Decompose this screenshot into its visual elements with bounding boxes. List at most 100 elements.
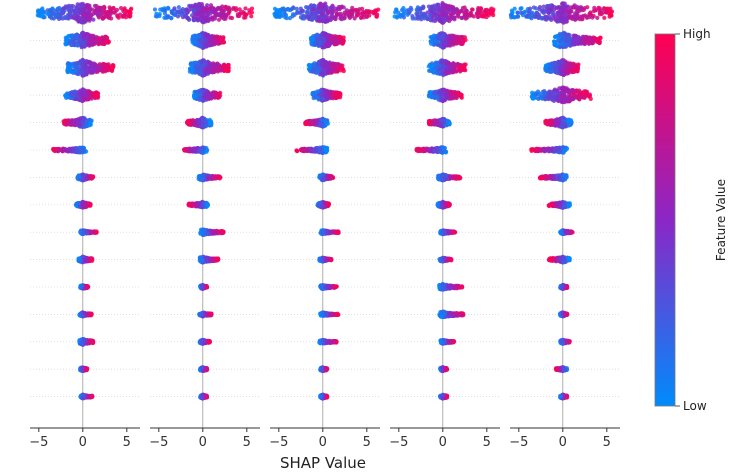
shap-dot	[76, 256, 81, 261]
shap-dot	[206, 94, 211, 99]
shap-dot	[59, 148, 64, 153]
shap-dot	[82, 173, 87, 178]
shap-dot	[87, 16, 92, 22]
shap-dot	[85, 312, 91, 317]
shap-dot	[111, 6, 116, 11]
shap-dot	[157, 13, 162, 19]
shap-dot	[122, 6, 127, 11]
shap-dot	[106, 40, 111, 45]
shap-dot	[193, 70, 198, 75]
shap-dot	[192, 7, 197, 12]
shap-dot	[191, 201, 196, 206]
shap-dot	[204, 285, 209, 290]
shap-dot	[219, 7, 224, 12]
shap-dot	[197, 71, 202, 77]
shap-dot	[74, 33, 79, 38]
shap-dot	[184, 147, 189, 153]
shap-dot	[214, 174, 220, 179]
shap-dot	[249, 14, 254, 19]
panel-1-dots	[35, 1, 134, 401]
shap-dot	[91, 17, 96, 22]
shap-dot	[65, 148, 70, 153]
panels-group: −5 0 5 −5 0 5 −5 0 5 −5 0 5 −5 0 5	[29, 1, 620, 450]
shap-dot	[80, 146, 85, 151]
shap-dot	[80, 395, 85, 401]
shap-dot	[65, 34, 70, 40]
shap-dot	[205, 90, 210, 95]
shap-dot	[207, 121, 212, 126]
shap-dot	[187, 202, 192, 207]
shap-dot	[78, 285, 84, 290]
shap-dot	[200, 395, 205, 400]
shap-dot	[90, 230, 95, 235]
x-tick-label: 5	[243, 435, 251, 450]
shap-dot	[82, 124, 87, 129]
shap-dot	[201, 12, 206, 18]
shap-dot	[207, 340, 212, 345]
shap-dot	[233, 6, 239, 11]
panel-2: −5 0 5	[149, 1, 260, 450]
shap-dot	[73, 12, 78, 17]
shap-dot	[65, 15, 71, 21]
shap-dot	[79, 59, 84, 64]
shap-dot	[76, 71, 81, 77]
shap-dot	[107, 5, 112, 10]
shap-dot	[91, 67, 97, 72]
x-tick-label: 5	[123, 435, 131, 450]
shap-dot	[80, 366, 85, 371]
shap-dot	[89, 12, 94, 17]
shap-dot	[237, 7, 242, 12]
shap-dot	[191, 18, 196, 23]
shap-dot	[152, 7, 158, 12]
shap-dot	[68, 69, 73, 75]
shap-dot	[197, 118, 202, 123]
shap-dot	[66, 61, 71, 66]
shap-dot	[63, 41, 68, 46]
shap-dot	[215, 91, 220, 97]
shap-dot	[188, 4, 193, 9]
shap-dot	[222, 16, 227, 21]
shap-dot	[216, 17, 222, 22]
shap-dot	[79, 3, 85, 9]
shap-dot	[198, 67, 203, 73]
shap-dot	[171, 11, 176, 16]
shap-dot	[206, 176, 211, 181]
shap-dot	[200, 283, 205, 288]
shap-dot	[183, 13, 188, 18]
shap-dot	[76, 67, 81, 72]
shap-dot	[86, 90, 92, 96]
shap-dot	[199, 365, 204, 370]
shap-dot	[185, 10, 190, 15]
shap-dot	[88, 122, 93, 127]
shap-dot	[198, 258, 204, 263]
shap-dot	[201, 145, 206, 151]
shap-dot	[74, 146, 79, 151]
panel-2-dots	[152, 1, 255, 401]
shap-dot	[193, 146, 198, 151]
shap-dot	[209, 257, 214, 262]
shap-dot	[198, 92, 203, 97]
shap-dot	[101, 62, 107, 67]
shap-dot	[208, 35, 213, 41]
shap-dot	[203, 37, 208, 42]
shap-dot	[212, 16, 218, 21]
shap-dot	[41, 9, 46, 14]
shap-dot	[84, 231, 90, 236]
shap-dot	[79, 62, 84, 67]
shap-dot	[164, 15, 169, 20]
shap-dot	[204, 149, 209, 154]
shap-dot	[88, 258, 93, 263]
shap-dot	[70, 35, 75, 40]
shap-dot	[87, 3, 92, 8]
shap-dot	[211, 230, 216, 235]
shap-dot	[169, 15, 174, 21]
shap-dot	[218, 228, 224, 234]
shap-dot	[77, 122, 82, 127]
shap-dot	[204, 18, 209, 23]
shap-dot	[68, 11, 73, 16]
shap-dot	[196, 9, 201, 15]
shap-dot	[42, 15, 47, 20]
shap-dot	[91, 174, 96, 180]
shap-dot	[215, 69, 220, 74]
shap-dot	[109, 68, 114, 73]
